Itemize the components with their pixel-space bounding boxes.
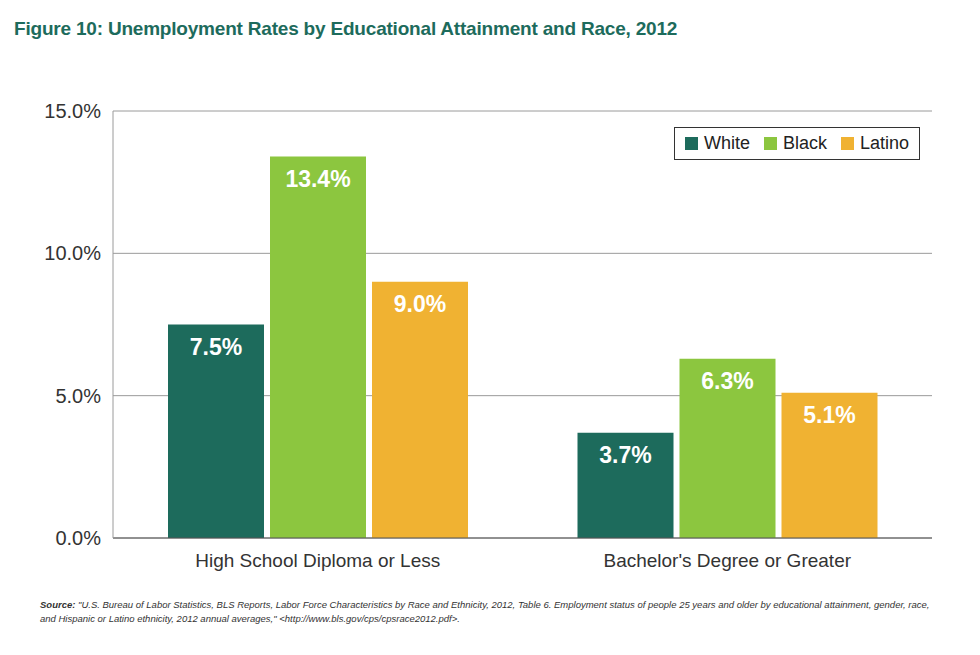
svg-text:7.5%: 7.5% bbox=[190, 334, 242, 360]
html-text:White: White bbox=[703, 133, 750, 153]
svg-text:Bachelor's Degree or Greater: Bachelor's Degree or Greater bbox=[603, 550, 851, 571]
svg-text:10.0%: 10.0% bbox=[44, 242, 101, 264]
svg-text:0.0%: 0.0% bbox=[55, 527, 101, 549]
svg-text:15.0%: 15.0% bbox=[44, 100, 101, 122]
svg-text:13.4%: 13.4% bbox=[285, 166, 350, 192]
svg-text:3.7%: 3.7% bbox=[599, 442, 651, 468]
html-text:Figure 10: Unemployment Rates: Figure 10: Unemployment Rates by Educati… bbox=[14, 18, 678, 39]
svg-text:5.0%: 5.0% bbox=[55, 385, 101, 407]
html-text:Source: "U.S. Bureau of Labor: Source: "U.S. Bureau of Labor Statistics… bbox=[40, 599, 930, 624]
svg-text:High School Diploma or Less: High School Diploma or Less bbox=[195, 550, 440, 571]
svg-text:6.3%: 6.3% bbox=[701, 368, 753, 394]
html-text:Latino: Latino bbox=[860, 133, 909, 153]
svg-text:5.1%: 5.1% bbox=[803, 402, 855, 428]
svg-text:9.0%: 9.0% bbox=[394, 291, 446, 317]
html-text:Black: Black bbox=[782, 133, 827, 153]
